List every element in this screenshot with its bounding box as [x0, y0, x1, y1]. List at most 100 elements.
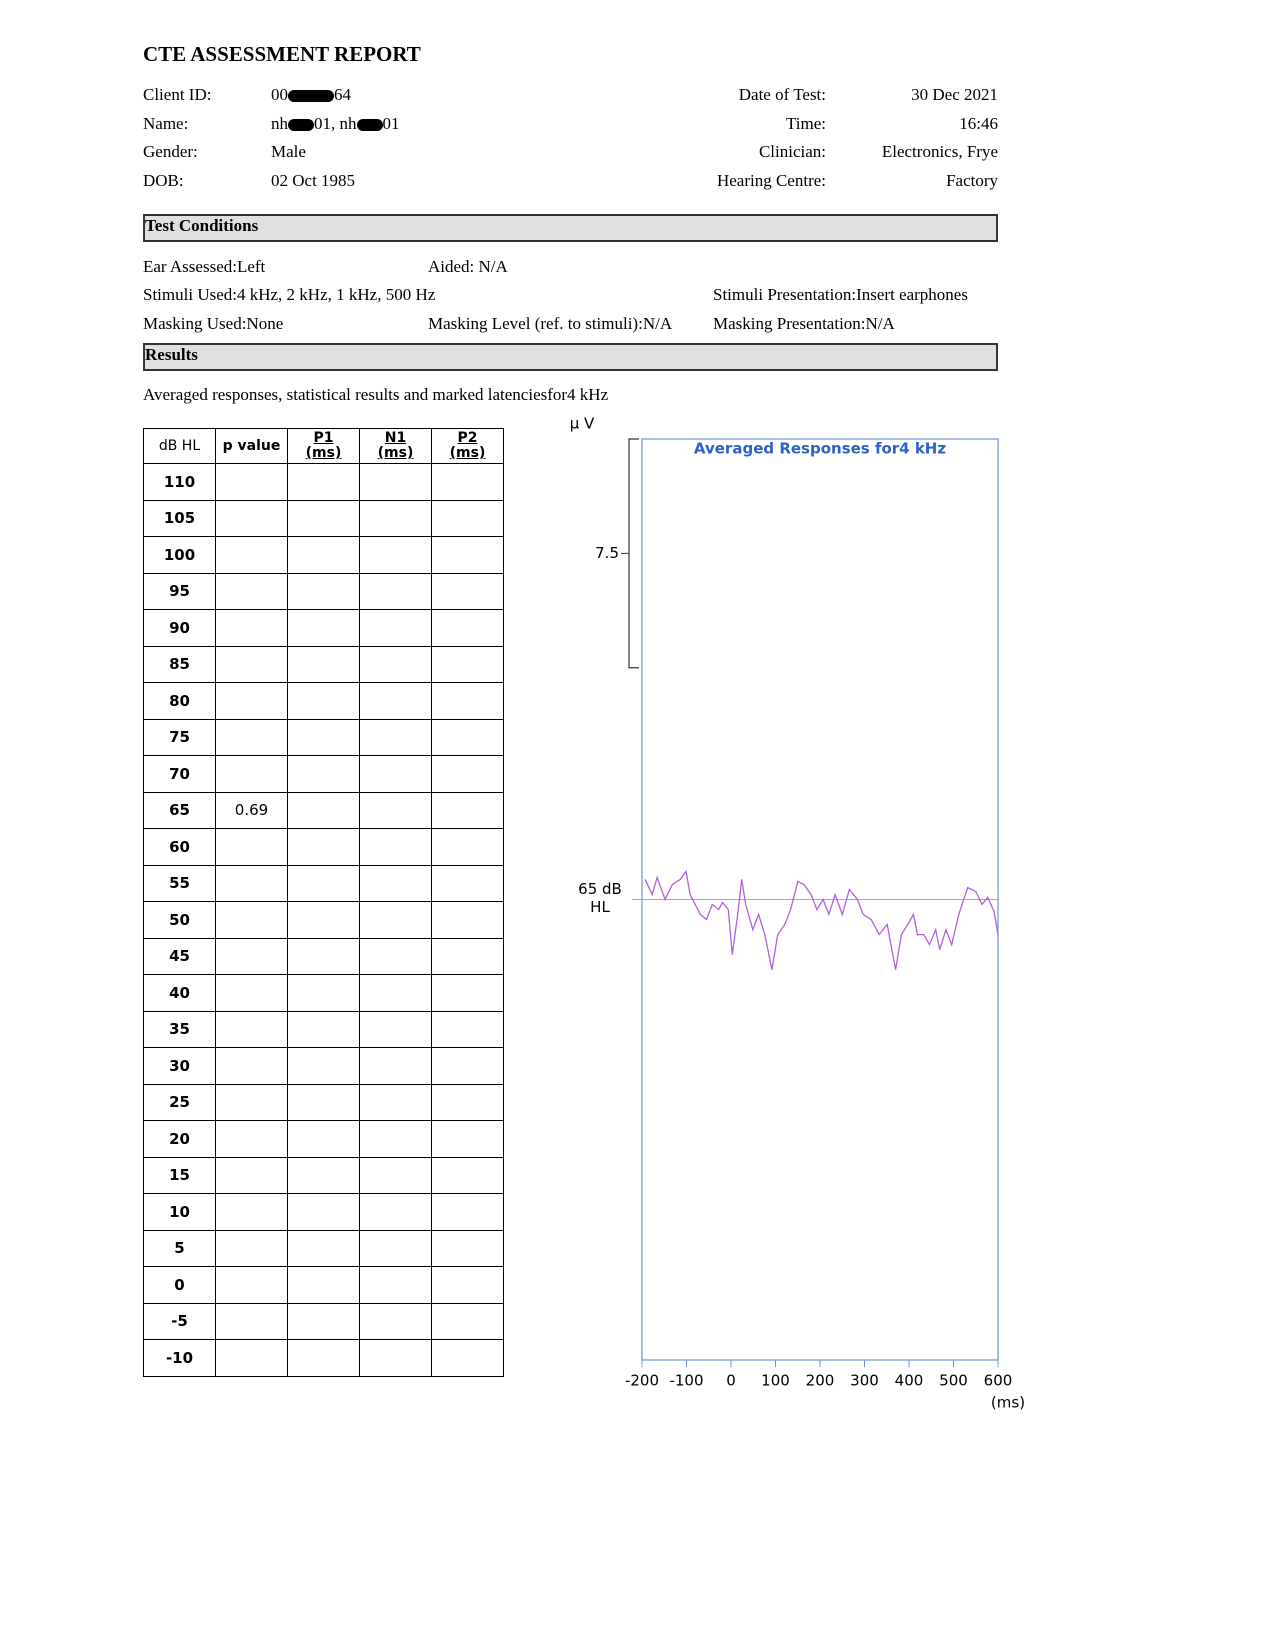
empty-cell	[215, 499, 288, 537]
trace-label: 65 dB HL	[578, 880, 622, 916]
empty-cell	[359, 1083, 432, 1121]
field-value: nh 01, nh 01	[271, 114, 400, 134]
level-cell: 20	[143, 1120, 216, 1158]
level-cell: 65	[143, 791, 216, 829]
field-value: 30 Dec 2021	[911, 85, 998, 104]
empty-cell	[287, 1083, 360, 1121]
empty-cell	[431, 1010, 504, 1048]
chart-title: Averaged Responses for4 kHz	[694, 440, 946, 458]
table-row: 110	[143, 463, 504, 501]
condition: Masking Presentation:N/A	[713, 314, 895, 333]
field-label: Name:	[143, 114, 189, 133]
table-row: 30	[143, 1047, 504, 1085]
level-cell: 110	[143, 463, 216, 501]
field-value: Factory	[946, 171, 998, 190]
empty-cell	[215, 1120, 288, 1158]
column-header: P1 (ms)	[287, 428, 360, 464]
empty-cell	[431, 1266, 504, 1304]
results-table: dB HL p value P1 (ms) N1 (ms) P2 (ms) 110 105 1…	[143, 428, 504, 1377]
table-row: 55	[143, 864, 504, 902]
empty-cell	[431, 1302, 504, 1340]
x-tick-label: 400	[895, 1372, 924, 1390]
empty-cell	[215, 864, 288, 902]
field-label: Time:	[785, 114, 826, 133]
x-tick-label: 200	[806, 1372, 835, 1390]
y-unit: μ V	[570, 415, 595, 433]
condition: Masking Level (ref. to stimuli):N/A	[428, 314, 673, 333]
condition: Stimuli Used:4 kHz, 2 kHz, 1 kHz, 500 Hz	[143, 285, 436, 304]
level-cell: 60	[143, 828, 216, 866]
waveform	[644, 869, 999, 970]
redaction	[356, 119, 383, 132]
value-part: 01	[382, 114, 400, 133]
level-cell: 75	[143, 718, 216, 756]
table-row: 85	[143, 645, 504, 683]
x-tick-label: 0	[726, 1372, 736, 1390]
empty-cell	[287, 901, 360, 939]
field-value: 02 Oct 1985	[271, 171, 356, 190]
value-part: nh	[271, 114, 288, 133]
column-header: P2 (ms)	[431, 428, 504, 464]
table-row: 0	[143, 1266, 504, 1304]
table-row: 5	[143, 1229, 504, 1267]
empty-cell	[359, 1156, 432, 1194]
table-row: 80	[143, 682, 504, 720]
table-row: -5	[143, 1302, 504, 1340]
empty-cell	[215, 1302, 288, 1340]
header-row: dB HL p value P1 (ms) N1 (ms) P2 (ms)	[143, 428, 504, 464]
field-label: Date of Test:	[738, 85, 826, 104]
field-value: Male	[271, 142, 306, 161]
empty-cell	[431, 828, 504, 866]
level-cell: 35	[143, 1010, 216, 1048]
report-title: CTE ASSESSMENT REPORT	[143, 42, 421, 66]
empty-cell	[287, 791, 360, 829]
empty-cell	[359, 901, 432, 939]
x-tick-label: -200	[625, 1372, 659, 1390]
empty-cell	[287, 1339, 360, 1377]
level-cell: 5	[143, 1229, 216, 1267]
x-unit: (ms)	[991, 1394, 1025, 1412]
field-value: 16:46	[959, 114, 998, 133]
section-heading: Test Conditions	[143, 214, 998, 242]
level-cell: 80	[143, 682, 216, 720]
table-row: 15	[143, 1156, 504, 1194]
table-row: 20	[143, 1120, 504, 1158]
table-row: -10	[143, 1339, 504, 1377]
level-cell: 85	[143, 645, 216, 683]
column-header-text: P1 (ms)	[305, 430, 342, 461]
field-label: DOB:	[143, 171, 184, 190]
empty-cell	[431, 1229, 504, 1267]
empty-cell	[431, 1083, 504, 1121]
table-row: 90	[143, 609, 504, 647]
table-row: 40	[143, 974, 504, 1012]
empty-cell	[215, 536, 288, 574]
empty-cell	[431, 609, 504, 647]
redaction	[288, 90, 334, 103]
empty-cell	[431, 572, 504, 610]
table-row: 105	[143, 499, 504, 537]
empty-cell	[431, 1156, 504, 1194]
empty-cell	[359, 609, 432, 647]
value-part: 01, nh	[314, 114, 357, 133]
empty-cell	[287, 864, 360, 902]
empty-cell	[287, 937, 360, 975]
x-tick-label: 300	[850, 1372, 879, 1390]
empty-cell	[287, 1156, 360, 1194]
section-heading: Results	[143, 343, 998, 371]
empty-cell	[287, 645, 360, 683]
condition: Masking Used:None	[143, 314, 284, 333]
empty-cell	[431, 1339, 504, 1377]
level-cell: 10	[143, 1193, 216, 1231]
empty-cell	[431, 645, 504, 683]
empty-cell	[359, 1339, 432, 1377]
level-cell: 30	[143, 1047, 216, 1085]
empty-cell	[215, 463, 288, 501]
empty-cell	[431, 937, 504, 975]
empty-cell	[215, 1229, 288, 1267]
table-row: 60	[143, 828, 504, 866]
x-tick-label: 500	[939, 1372, 968, 1390]
empty-cell	[215, 1266, 288, 1304]
scale-bar-label: 7.5	[595, 544, 619, 562]
empty-cell	[431, 755, 504, 793]
